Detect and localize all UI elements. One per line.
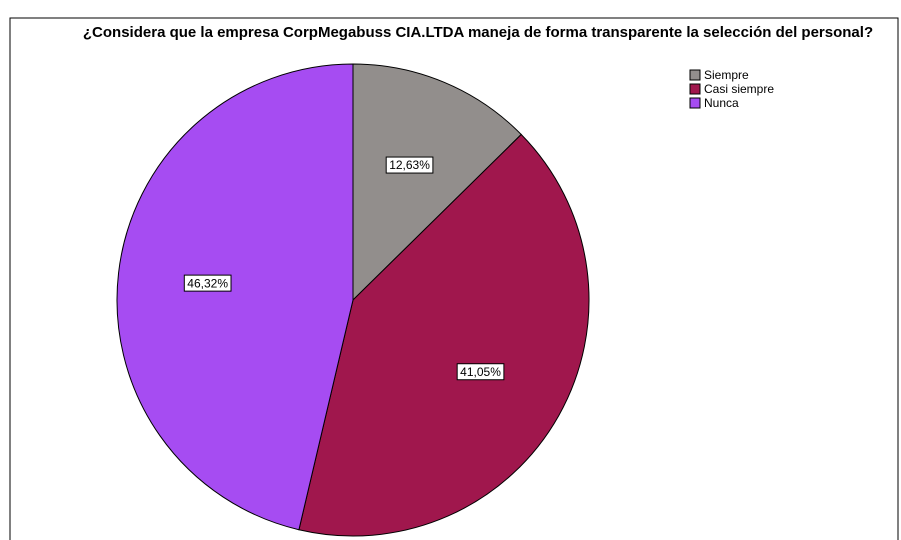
chart-frame <box>9 17 899 540</box>
legend-swatch <box>689 97 701 109</box>
value-label: 41,05% <box>460 365 501 379</box>
value-label-box <box>183 274 232 292</box>
legend-label: Nunca <box>704 96 739 110</box>
value-label-box <box>385 156 434 174</box>
pie-slice <box>116 63 354 531</box>
chart-title: ¿Considera que la empresa CorpMegabuss C… <box>82 24 874 41</box>
legend-label: Siempre <box>704 68 749 82</box>
legend-swatch <box>689 69 701 81</box>
value-label: 12,63% <box>389 158 430 172</box>
pie-slice <box>298 133 590 537</box>
pie-slice <box>352 63 522 302</box>
legend-swatch <box>689 83 701 95</box>
legend-label: Casi siempre <box>704 82 774 96</box>
value-label-box <box>456 363 505 381</box>
value-label: 46,32% <box>187 276 228 290</box>
